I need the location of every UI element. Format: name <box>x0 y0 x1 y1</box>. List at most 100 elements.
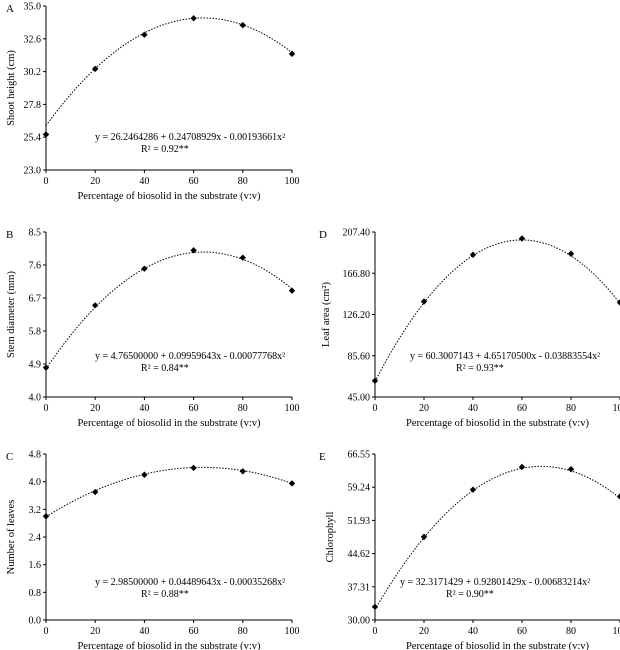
panel-e-x-tick-label: 100 <box>613 626 620 637</box>
panel-e: E 30.00 37.31 44.62 51.93 59.24 66.55 0 20 40 60 80… <box>319 450 620 650</box>
panel-d-x-tick-label: 20 <box>419 403 429 414</box>
panel-c-letter: C <box>6 451 13 463</box>
panel-e-y-tick-label: 30.00 <box>348 616 371 627</box>
panel-e-x-tick-label: 80 <box>566 626 576 637</box>
panel-b-x-tick-label: 40 <box>139 403 149 414</box>
panel-a-data-point <box>190 15 197 22</box>
panel-b-r-squared: R² = 0.84** <box>141 363 189 374</box>
panel-b-y-tick-label: 8.5 <box>29 228 42 239</box>
panel-b-y-tick-label: 4.9 <box>29 360 42 371</box>
panel-b-data-point <box>42 364 50 371</box>
panel-c-y-tick-label: 0.0 <box>29 616 42 627</box>
panel-b-x-tick-label: 100 <box>285 403 300 414</box>
panel-c-data-point <box>239 468 246 475</box>
panel-d-x-tick-label: 80 <box>566 403 576 414</box>
panel-a-y-tick-label: 25.4 <box>24 133 42 144</box>
panel-e-data-point <box>371 603 379 611</box>
panel-d-x-tick-label: 0 <box>373 403 378 414</box>
panel-b-equation: y = 4.76500000 + 0.09959643x - 0.0007776… <box>95 351 285 362</box>
panel-a-y-tick-label: 35.0 <box>24 2 42 13</box>
panel-a-letter: A <box>6 3 14 15</box>
panel-a: A 23.0 25.4 27.8 30.2 32.6 35.0 0 20 40 60 80 100 Per… <box>6 2 300 203</box>
panel-e-x-tick-label: 40 <box>468 626 478 637</box>
panel-b: B 4.0 4.9 5.8 6.7 7.6 8.5 0 20 40 60 80 100 Percentag… <box>6 228 300 430</box>
panel-d-x-tick-label: 100 <box>613 403 620 414</box>
panel-c-y-tick-label: 3.2 <box>29 505 42 516</box>
panel-b-letter: B <box>6 229 13 241</box>
panel-c-data-point <box>92 488 99 496</box>
panel-b-x-axis-label: Percentage of biosolid in the substrate … <box>77 418 261 429</box>
panel-b-x-tick-label: 20 <box>90 403 100 414</box>
panel-d-r-squared: R² = 0.93** <box>456 363 504 374</box>
panel-a-x-tick-label: 0 <box>44 176 49 187</box>
panel-b-x-tick-label: 0 <box>44 403 49 414</box>
panel-a-data-point <box>141 31 148 38</box>
panel-a-r-squared: R² = 0.92** <box>141 144 189 155</box>
panel-c-x-axis-label: Percentage of biosolid in the substrate … <box>77 641 261 650</box>
panel-c-y-axis-label: Number of leaves <box>6 500 17 575</box>
panel-c-r-squared: R² = 0.88** <box>141 589 189 600</box>
panel-d-y-axis-label: Leaf area (cm²) <box>321 282 332 347</box>
panel-b-fit-curve <box>45 251 293 370</box>
panel-c-data-point <box>288 480 296 487</box>
panel-c: C 0.0 0.8 1.6 2.4 3.2 4.0 4.8 0 20 40 60 80 100 Percen… <box>6 450 300 650</box>
panel-a-equation: y = 26.2464286 + 0.24708929x - 0.0019366… <box>95 132 285 143</box>
panel-e-y-tick-label: 44.62 <box>348 549 371 560</box>
panel-a-x-tick-label: 80 <box>238 176 248 187</box>
panel-b-y-axis-label: Stem diameter (mm) <box>6 271 17 358</box>
panel-b-x-tick-label: 80 <box>238 403 248 414</box>
panel-a-y-tick-label: 32.6 <box>24 34 42 45</box>
panel-a-data-point <box>239 21 246 29</box>
panel-e-letter: E <box>319 451 326 463</box>
panel-b-data-point <box>141 265 148 272</box>
panel-e-r-squared: R² = 0.90** <box>446 589 494 600</box>
panel-c-data-point <box>190 464 197 472</box>
panel-a-x-tick-label: 60 <box>189 176 199 187</box>
panel-c-x-tick-label: 80 <box>238 626 248 637</box>
panel-d-x-tick-label: 40 <box>468 403 478 414</box>
panel-e-fit-curve <box>374 465 620 610</box>
panel-b-data-point <box>239 254 246 261</box>
panel-a-y-tick-label: 27.8 <box>24 100 42 111</box>
panel-c-y-tick-label: 1.6 <box>29 560 42 571</box>
panel-e-x-axis-label: Percentage of biosolid in the substrate … <box>406 641 590 650</box>
panel-a-x-axis-label: Percentage of biosolid in the substrate … <box>77 191 261 202</box>
panel-c-x-tick-label: 0 <box>44 626 49 637</box>
panel-a-y-tick-label: 23.0 <box>24 166 42 177</box>
panel-a-x-tick-label: 40 <box>139 176 149 187</box>
panel-e-data-point <box>518 463 526 471</box>
panel-d-y-tick-label: 85.60 <box>348 351 371 362</box>
panel-d-equation: y = 60.3007143 + 4.65170500x - 0.0388355… <box>410 351 600 362</box>
panel-e-x-tick-label: 0 <box>373 626 378 637</box>
panel-d-data-point <box>469 251 477 258</box>
panel-c-x-tick-label: 40 <box>139 626 149 637</box>
panel-e-y-tick-label: 66.55 <box>348 450 371 461</box>
panel-d-data-point <box>518 235 526 242</box>
panel-a-y-tick-label: 30.2 <box>24 67 42 78</box>
panel-d: D 45.00 85.60 126.20 166.80 207.40 0 20 40 60 80 10… <box>319 228 620 429</box>
panel-d-x-axis-label: Percentage of biosolid in the substrate … <box>406 418 590 429</box>
panel-e-x-tick-label: 20 <box>419 626 429 637</box>
panel-e-y-tick-label: 59.24 <box>348 483 371 494</box>
panel-a-data-point <box>92 65 99 73</box>
panel-c-equation: y = 2.98500000 + 0.04489643x - 0.0003526… <box>95 577 285 588</box>
panel-e-data-point <box>616 493 620 500</box>
panel-d-fit-curve <box>374 239 620 382</box>
panel-a-fit-curve <box>45 17 293 126</box>
panel-e-data-point <box>420 533 428 541</box>
panel-e-y-tick-label: 51.93 <box>348 516 371 527</box>
panel-e-y-axis-label: Chlorophyll <box>325 512 336 563</box>
panel-b-data-point <box>92 302 99 309</box>
panel-b-y-tick-label: 7.6 <box>29 261 42 272</box>
panel-c-x-tick-label: 60 <box>189 626 199 637</box>
panel-d-data-point <box>420 298 428 305</box>
panel-e-data-point <box>469 486 477 493</box>
panel-a-data-point <box>288 50 296 58</box>
panel-b-y-tick-label: 4.0 <box>29 393 42 404</box>
panel-b-y-tick-label: 6.7 <box>29 294 42 305</box>
panel-e-x-tick-label: 60 <box>517 626 527 637</box>
panel-e-y-tick-label: 37.31 <box>348 582 371 593</box>
panel-d-data-point <box>371 377 379 384</box>
panel-b-data-point <box>288 287 296 294</box>
